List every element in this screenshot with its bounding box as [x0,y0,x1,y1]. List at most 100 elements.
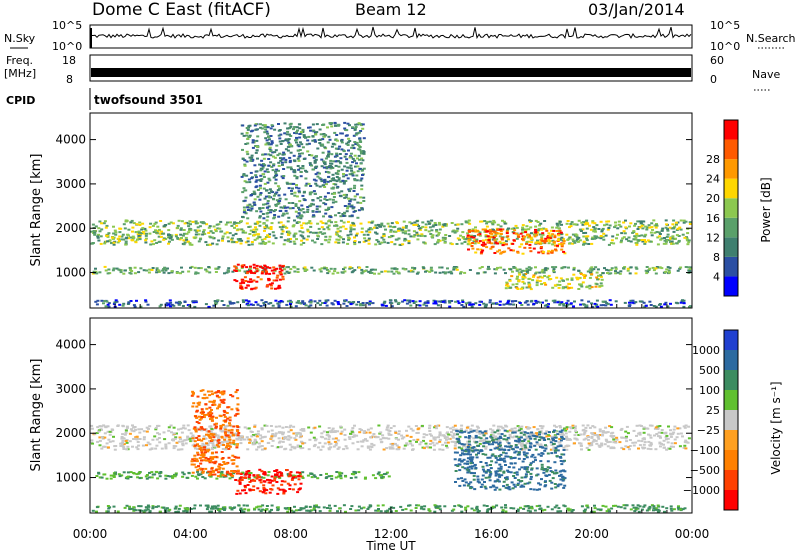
heat-cell [286,130,290,133]
heat-cell [319,474,323,476]
heat-cell [412,439,416,441]
heat-cell [563,484,567,487]
heat-cell [336,271,340,274]
heat-cell [371,220,375,223]
heat-cell [229,221,232,224]
heat-cell [306,228,310,231]
heat-cell [359,222,363,225]
heat-cell [260,164,264,167]
heat-cell [219,475,223,478]
heat-cell [127,234,130,237]
heat-cell [508,279,512,282]
heat-cell [598,434,601,436]
heat-cell [106,272,110,275]
heat-cell [445,432,449,435]
heat-cell [281,440,285,443]
heat-cell [266,478,269,481]
heat-cell [97,239,101,242]
heat-cell [527,228,531,231]
heat-cell [636,228,640,230]
heat-cell [230,224,234,227]
heat-cell [539,443,543,446]
heat-cell [446,441,450,444]
heat-cell [516,251,520,254]
heat-cell [638,226,642,229]
heat-cell [239,442,243,445]
heat-cell [354,127,357,130]
heat-cell [132,472,136,474]
heat-cell [443,437,447,439]
heat-cell [264,242,268,244]
heat-cell [369,436,373,439]
heat-cell [438,223,442,226]
heat-cell [262,472,266,475]
heat-cell [681,299,684,302]
heat-cell [203,477,207,480]
heat-cell [562,303,565,305]
heat-cell [127,237,130,240]
heat-cell [358,428,362,431]
heat-cell [313,443,317,446]
heat-cell [305,143,309,146]
heat-cell [300,227,304,229]
heat-cell [253,193,257,196]
heat-cell [528,481,532,484]
heat-cell [230,238,233,241]
heat-cell [600,278,604,281]
heat-cell [437,233,440,236]
heat-cell [262,187,266,190]
heat-cell [318,303,322,306]
heat-cell [490,246,494,249]
heat-cell [634,441,638,444]
heat-cell [379,431,383,434]
heat-cell [334,437,338,440]
heat-cell [318,299,322,302]
heat-cell [264,137,268,140]
heat-cell [343,300,347,303]
heat-cell [296,165,300,167]
heat-cell [297,168,301,171]
heat-cell [458,442,462,445]
heat-cell [601,433,605,436]
heat-cell [590,444,594,447]
heat-cell [549,229,553,232]
heat-cell [331,198,335,201]
heat-cell [413,267,417,270]
heat-cell [560,267,564,270]
heat-cell [296,143,300,146]
heat-cell [336,439,340,442]
heat-cell [538,483,542,486]
heat-cell [512,266,516,269]
heat-cell [478,440,482,442]
colorbar-segment [724,178,738,199]
heat-cell [476,248,480,251]
heat-cell [246,217,250,220]
heat-cell [339,425,343,428]
heat-cell [558,303,562,306]
heat-cell [188,220,192,223]
heat-cell [468,301,472,304]
heat-cell [280,445,283,448]
heat-cell [244,280,248,282]
heat-cell [273,156,277,159]
heat-cell [254,151,258,154]
heat-cell [327,135,331,138]
heat-cell [133,305,137,308]
heat-cell [347,236,351,239]
heat-cell [309,129,313,132]
heat-cell [356,216,360,219]
heat-cell [134,241,138,244]
heat-cell [534,225,538,228]
heat-cell [259,123,262,126]
heat-cell [456,433,459,436]
heat-cell [290,478,294,481]
heat-cell [316,238,320,240]
heat-cell [507,466,511,469]
heat-cell [551,243,555,246]
heat-cell [339,157,343,160]
heat-cell [493,268,497,271]
heat-cell [280,483,284,486]
heat-cell [570,286,574,289]
heat-cell [281,265,285,268]
heat-cell [497,467,501,470]
